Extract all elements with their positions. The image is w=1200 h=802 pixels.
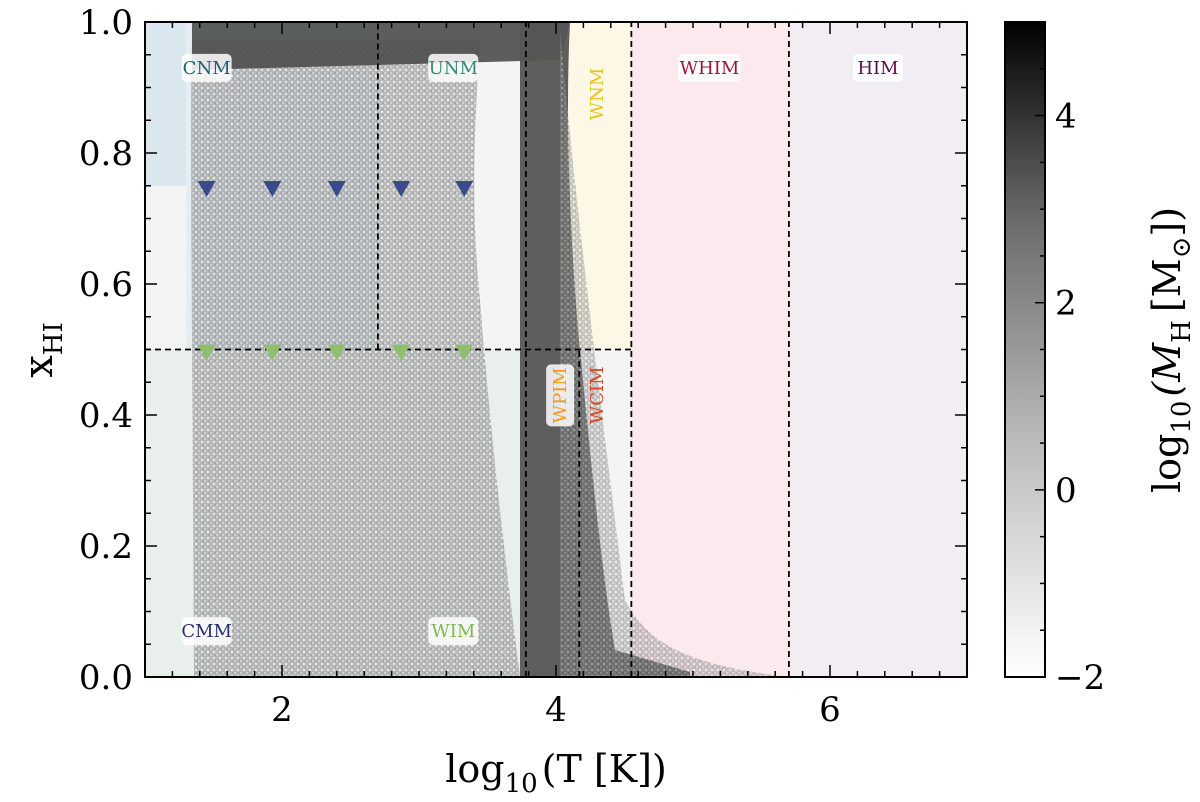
cb-title-unit-sub: ⊙: [1167, 237, 1197, 259]
phase-label-box: [546, 364, 575, 427]
marker-blue: [392, 181, 411, 198]
phase-label-him: HIM: [852, 53, 903, 82]
phase-label-text: CNM: [183, 58, 231, 79]
cb-title-unit: [M: [1145, 258, 1189, 312]
y-tick-label: 0.6: [79, 265, 133, 305]
y-axis-title: xHI: [16, 322, 69, 378]
phase-region-whim: [631, 22, 789, 677]
marker-green: [197, 344, 216, 361]
cb-title-body-sub: H: [1167, 320, 1197, 343]
phase-label-box: [428, 53, 479, 82]
axis-tick-labels: 2 4 6 0.0 0.2 0.4 0.6 0.8 1.0: [79, 3, 841, 730]
phase-label-box: [678, 53, 741, 82]
phase-label-text: WHIM: [680, 58, 740, 79]
marker-blue: [263, 181, 282, 198]
phase-label-text: HIM: [857, 58, 898, 79]
phase-label-wim: WIM: [428, 617, 479, 646]
y-axis-title-sub: HI: [39, 322, 69, 355]
marker-green: [263, 344, 282, 361]
colorbar-title: log10 (MH [M⊙]): [1145, 207, 1197, 493]
phase-label-wcim: WCIM: [587, 366, 608, 424]
phase-label-text: WIM: [431, 621, 475, 642]
phase-label-box: [852, 53, 903, 82]
phase-region-cnm: [145, 22, 187, 186]
marker-green: [327, 344, 346, 361]
phase-label-wnm: WNM: [587, 68, 608, 121]
y-axis-title-main: x: [16, 355, 62, 378]
phase-labels: CNM UNM WNM WHIM HIM WPIM WCIM CMM WIM: [181, 53, 903, 646]
cb-title-body: (M: [1145, 342, 1189, 397]
x-axis-title-prefix: log: [445, 747, 504, 791]
phase-label-text: WCIM: [587, 366, 608, 424]
phase-label-text: WNM: [587, 68, 608, 121]
phase-label-unm: UNM: [428, 53, 479, 82]
colorbar: [1004, 21, 1046, 678]
phase-label-text: CMM: [181, 621, 232, 642]
phase-label-cmm: CMM: [181, 617, 232, 646]
y-tick-label: 1.0: [79, 3, 133, 43]
x-axis-title: log10 (T [K]): [445, 747, 667, 799]
marker-blue: [455, 181, 474, 198]
phase-boundaries: [145, 22, 790, 677]
colorbar-ticks: −2 0 2 4: [1035, 21, 1105, 698]
marker-blue: [327, 181, 346, 198]
cb-title-sub: 10: [1167, 401, 1197, 434]
marker-green: [392, 344, 411, 361]
x-axis-title-body: (T [K]): [542, 747, 667, 791]
y-tick-label: 0.4: [79, 396, 133, 436]
cb-title-prefix: log: [1145, 434, 1189, 493]
phase-label-box: [181, 53, 232, 82]
y-tick-label: 0.2: [79, 527, 133, 567]
x-axis-title-sub: 10: [505, 769, 538, 799]
marker-blue: [197, 181, 216, 198]
cb-tick-label: 2: [1055, 284, 1077, 324]
phase-label-box: [181, 617, 232, 646]
marker-green: [455, 344, 474, 361]
density-cold-band: [191, 40, 520, 677]
density-warm-tail: [560, 30, 780, 677]
y-tick-label: 0.0: [79, 658, 133, 698]
phase-label-text: UNM: [429, 58, 478, 79]
phase-label-wpim: WPIM: [546, 364, 575, 427]
cb-title-end: ]): [1145, 207, 1189, 237]
cb-tick-label: −2: [1055, 658, 1105, 698]
cb-tick-label: 0: [1055, 471, 1077, 511]
phase-label-text: WPIM: [550, 367, 571, 423]
x-tick-label: 4: [545, 690, 567, 730]
phase-region-him: [788, 22, 967, 677]
y-tick-label: 0.8: [79, 134, 133, 174]
cb-tick-label: 4: [1055, 97, 1077, 137]
mass-density-histogram: [191, 22, 780, 677]
phase-label-cnm: CNM: [181, 53, 232, 82]
axis-ticks: [144, 21, 968, 678]
x-tick-label: 2: [271, 690, 293, 730]
phase-label-box: [428, 617, 479, 646]
x-tick-label: 6: [819, 690, 841, 730]
threshold-markers: [197, 181, 474, 361]
phase-label-whim: WHIM: [678, 53, 741, 82]
